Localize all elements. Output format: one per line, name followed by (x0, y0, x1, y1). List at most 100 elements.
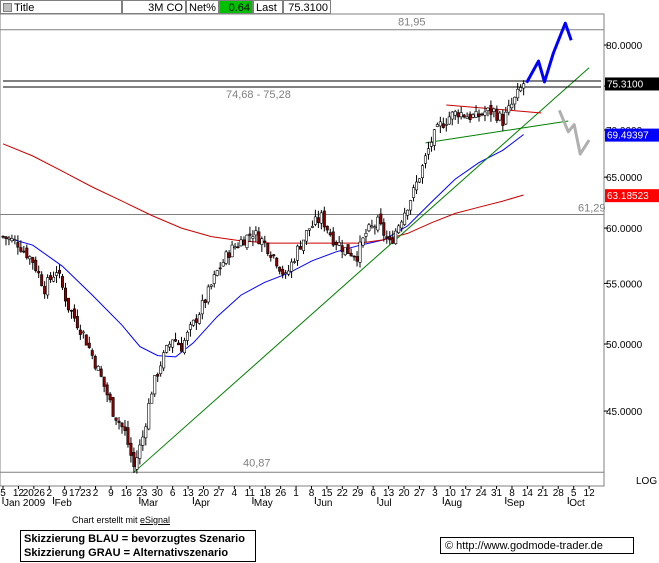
x-tick-label: 27 (414, 488, 426, 499)
candle-body (400, 221, 404, 229)
candle-body (319, 212, 323, 224)
candle-body (406, 209, 410, 216)
candle-body (501, 114, 505, 126)
candle-body (281, 268, 285, 275)
range-label: 74,68 - 75,28 (226, 89, 291, 101)
x-tick-label: 2 (46, 488, 52, 499)
candle-body (290, 261, 294, 272)
candle-body (296, 245, 300, 261)
candle-body (382, 222, 386, 236)
candle-body (191, 319, 195, 326)
candle-body (132, 452, 136, 467)
candle-body (519, 87, 523, 92)
plot-frame (0, 13, 605, 487)
x-tick-label: 8 (309, 488, 315, 499)
candle-body (468, 113, 472, 120)
candle-body (480, 113, 484, 116)
candle-body (346, 244, 350, 254)
candle-body (260, 238, 264, 245)
candle-body (266, 243, 270, 254)
candle-body (227, 252, 231, 258)
candle-body (212, 274, 216, 284)
candle-body (418, 178, 422, 183)
candle-body (477, 113, 481, 117)
candle-body (16, 242, 20, 248)
candle-body (272, 254, 276, 257)
legend-blue-text: Skizzierung BLAU = bevorzugtes Szenario (24, 533, 245, 545)
candle-body (215, 270, 219, 276)
candle-body (22, 250, 26, 253)
candle-body (1, 235, 5, 238)
x-tick-label: 4 (232, 488, 238, 499)
y-tick-label: 80.0000 (606, 41, 643, 52)
esignal-link[interactable]: eSignal (140, 515, 171, 525)
y-tick-label: 65.0000 (606, 173, 643, 184)
candle-body (412, 187, 416, 198)
price-tag-label: 75.3100 (607, 79, 644, 90)
scenario-gray-path (557, 109, 591, 156)
candle-body (111, 397, 115, 417)
candle-body (159, 365, 163, 374)
candle-body (278, 266, 282, 272)
candle-body (141, 436, 145, 446)
candle-body (293, 261, 297, 263)
month-label: Feb (55, 498, 73, 509)
candle-body (331, 231, 335, 246)
scale-label: LOG (636, 476, 657, 487)
candle-body (34, 259, 38, 272)
x-tick-label: 9 (62, 488, 68, 499)
candle-body (507, 105, 511, 113)
candle-body (162, 352, 166, 369)
candle-body (423, 155, 427, 164)
candle-body (4, 236, 8, 239)
candle-body (263, 240, 267, 243)
price-tag (605, 128, 659, 142)
last-value: 75.3100 (283, 0, 331, 14)
website-url[interactable]: http://www.godmode-trader.de (456, 540, 603, 552)
title-label: Title (14, 2, 35, 14)
grid-layer: 81,95 61,29 40,87 74,68 - 75,28 (0, 13, 606, 487)
candle-body (474, 111, 478, 118)
candle-body (108, 393, 112, 401)
level-label: 40,87 (243, 457, 271, 469)
candle-body (287, 270, 291, 275)
month-label: Jan 2009 (4, 498, 46, 509)
candle-body (361, 237, 365, 246)
candle-body (171, 339, 175, 348)
y-tick-label: 60.0000 (606, 224, 643, 235)
candle-body (257, 231, 261, 245)
chart-credit: Chart erstellt mit eSignal (72, 515, 170, 525)
candle-body (182, 340, 186, 354)
candle-body (325, 225, 329, 231)
candle-body (465, 116, 469, 119)
candle-body (40, 274, 44, 287)
x-tick-label: 17 (460, 488, 472, 499)
title-icon (3, 3, 12, 12)
candle-body (120, 422, 124, 428)
candle-body (84, 334, 88, 346)
candle-body (49, 275, 53, 280)
x-tick-label: 31 (491, 488, 503, 499)
x-tick-label: 1723 (69, 488, 92, 499)
candle-body (138, 444, 142, 459)
candle-body (78, 329, 82, 335)
candle-body (441, 123, 445, 128)
candle-body (72, 308, 76, 319)
candle-body (388, 236, 392, 241)
candle-body (432, 129, 436, 146)
candle-body (203, 299, 207, 303)
candle-body (489, 104, 493, 115)
candle-body (498, 112, 502, 121)
candle-body (188, 324, 192, 330)
x-tick-label: 14 (522, 488, 534, 499)
x-tick-label: 16 (121, 488, 133, 499)
candle-body (483, 111, 487, 116)
candle-body (391, 237, 395, 244)
x-tick-label: 20 (198, 488, 210, 499)
candle-body (510, 103, 514, 109)
title-cell: Title (0, 0, 122, 14)
scenario-layer (525, 21, 591, 156)
candle-body (129, 442, 133, 456)
x-tick-label: 21 (537, 488, 549, 499)
month-label: Mar (141, 498, 159, 509)
